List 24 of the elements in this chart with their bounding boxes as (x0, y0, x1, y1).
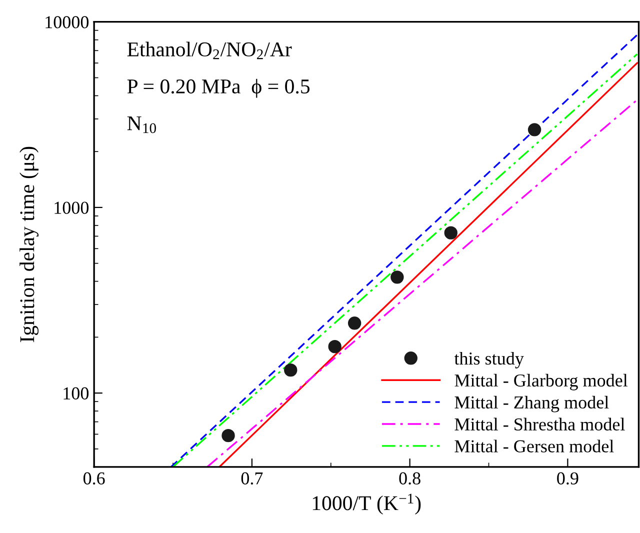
point (222, 428, 235, 442)
legend-label: Mittal - Zhang model (454, 396, 609, 412)
point (328, 340, 342, 354)
point (528, 123, 542, 136)
x-axis-title: 1000/T (K$^{−1}$) (312, 494, 421, 514)
point (348, 316, 362, 330)
x-tick-label: 0.6 (83, 472, 105, 485)
y-axis-title: Ignition delay time (μs) (20, 146, 39, 342)
annotation: P = 0.20 MPa ϕ = 0.5 (127, 78, 310, 98)
legend-label: Mittal - Glarborg model (454, 374, 628, 390)
legend-label: Mittal - Shrestha model (454, 418, 625, 431)
point (390, 270, 404, 284)
x-tick-label: 0.9 (557, 472, 578, 485)
x-tick-label: 0.8 (399, 472, 420, 485)
y-tick-label: 1000 (54, 202, 89, 214)
annotation: Ethanol/O$_{2}$/NO$_{2}$/Ar (127, 42, 292, 60)
point (284, 363, 298, 377)
legend-label: Mittal - Gersen model (454, 440, 614, 452)
y-tick-label: 100 (64, 387, 89, 400)
y-tick-label: 10000 (46, 16, 89, 28)
x-tick-label: 0.7 (241, 472, 263, 485)
point (444, 226, 458, 240)
annotation: N$_{10}$ (127, 116, 156, 134)
legend-label: this study (454, 352, 524, 368)
